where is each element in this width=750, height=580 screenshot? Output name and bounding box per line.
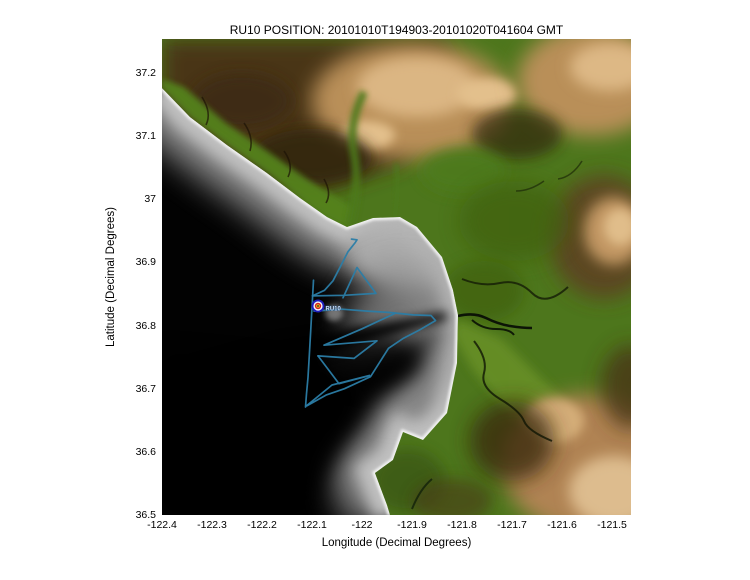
x-tick-label: -122.4	[147, 519, 177, 531]
deep-patch	[326, 335, 422, 387]
olive-area-1	[459, 181, 569, 261]
y-tick-label: 37.2	[135, 67, 156, 80]
track-segment-north-triangle	[311, 266, 377, 299]
map-plot-area: RU10	[162, 39, 631, 515]
y-tick-label: 36.9	[135, 256, 156, 269]
track-segment-north-curve-to-hook	[311, 238, 358, 297]
submarine-canyon	[162, 312, 448, 441]
x-tick-label: -121.5	[597, 519, 627, 531]
x-tick-label: -121.6	[547, 519, 577, 531]
ridge-bright-bottomright	[569, 456, 631, 515]
elkhorn-slough	[457, 313, 533, 330]
salinas-river	[473, 340, 553, 442]
y-tick-label: 37	[144, 193, 156, 206]
x-tick-label: -122.1	[297, 519, 327, 531]
pajaro-river	[461, 278, 569, 300]
ravine-3	[283, 150, 292, 178]
glider-position-marker: RU10	[311, 299, 342, 313]
gabilan-bright	[604, 209, 631, 245]
ravine-1	[201, 96, 210, 126]
x-tick-label: -121.7	[497, 519, 527, 531]
x-tick-label: -122	[351, 519, 373, 531]
track-segment-south-v	[305, 355, 371, 407]
ravine-4	[323, 178, 330, 204]
ravine-2	[243, 122, 252, 152]
x-tick-label: -122.2	[247, 519, 277, 531]
mountain-shadow-5	[601, 345, 631, 429]
olive-area-2	[444, 261, 524, 321]
marker-label: RU10	[326, 307, 342, 313]
marker-center-dot	[317, 305, 319, 307]
river-valley-2	[391, 162, 401, 220]
x-axis-label: Longitude (Decimal Degrees)	[321, 537, 472, 549]
glider-track	[304, 238, 437, 408]
terrain-basemap	[162, 39, 631, 515]
x-tick-label: -121.9	[397, 519, 427, 531]
dendrite-2	[557, 160, 583, 180]
valley-gap	[422, 149, 506, 193]
y-tick-label: 37.1	[135, 130, 156, 143]
map-canvas: RU10	[162, 39, 631, 515]
dendrite-1	[515, 180, 545, 192]
land-terrain-detail	[162, 39, 631, 515]
y-tick-label: 36.5	[135, 509, 156, 521]
ridge-bright-topright	[570, 43, 631, 91]
river-valley-1	[346, 90, 368, 225]
x-tick-label: -121.8	[447, 519, 477, 531]
track-segment-east-transect-and-return	[306, 308, 437, 407]
mountain-shadow-4	[470, 401, 554, 481]
ridge-spot-2	[457, 78, 517, 110]
y-tick-label: 36.8	[135, 319, 156, 332]
y-tick-label: 36.7	[135, 382, 156, 395]
peninsula-shadow	[412, 479, 492, 515]
peninsula-ravine	[411, 478, 433, 510]
y-axis-label: Latitude (Decimal Degrees)	[105, 207, 117, 347]
y-tick-label: 36.6	[135, 445, 156, 458]
slough-branch	[471, 319, 515, 336]
x-tick-label: -122.3	[197, 519, 227, 531]
mountain-shadow-3	[192, 73, 292, 129]
track-segment-west-longitude-line	[304, 279, 315, 408]
coastal-terrace	[162, 79, 352, 227]
plot-title: RU10 POSITION: 20101010T194903-20101020T…	[229, 23, 564, 37]
ridge-bright-top	[357, 57, 477, 117]
mountain-shadow-2	[472, 109, 562, 159]
track-segment-mid-zigzag	[317, 312, 396, 360]
